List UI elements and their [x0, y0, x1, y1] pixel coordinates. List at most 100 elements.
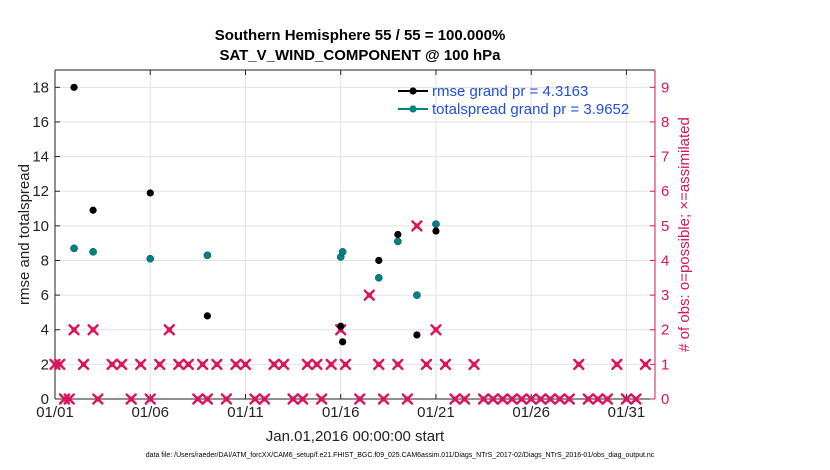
legend-rmse-label: rmse grand pr = 4.3163	[432, 83, 588, 100]
spread-point	[70, 244, 78, 253]
spread-point	[374, 273, 383, 282]
obs-marker-dot	[66, 396, 72, 402]
obs-marker-dot	[471, 361, 477, 367]
obs-marker-dot	[642, 361, 649, 367]
obs-marker-dot	[166, 327, 172, 333]
plot-area	[55, 70, 655, 399]
obs-marker-dot	[442, 361, 449, 367]
chart-title: Southern Hemisphere 55 / 55 = 100.000%	[214, 27, 506, 44]
obs-marker-dot	[185, 361, 191, 367]
obs-marker-dot	[500, 396, 506, 402]
obs-marker-dot	[200, 361, 206, 367]
obs-marker-dot	[461, 396, 468, 402]
obs-marker-dot	[357, 396, 363, 402]
rmse-point	[89, 206, 97, 214]
obs-marker-dot	[304, 361, 310, 367]
rmse-point	[339, 338, 347, 346]
spread-point	[89, 247, 97, 256]
obs-marker-dot	[414, 223, 420, 229]
y2-axis-label: # of obs: o=possible; ×=assimilated	[676, 117, 693, 352]
x-tick-label: 01/21	[417, 404, 455, 421]
obs-marker-dot	[71, 327, 77, 333]
spread-point	[338, 247, 347, 256]
obs-marker-dot	[61, 396, 68, 402]
obs-marker-dot	[366, 292, 372, 298]
spread-point	[203, 251, 212, 260]
obs-marker-dot	[261, 396, 268, 402]
y-tick-label: 10	[32, 218, 49, 235]
data-file-footer: data file: /Users/raeder/DAI/ATM_forcXX/…	[145, 452, 655, 459]
y-tick-label: 16	[32, 114, 49, 131]
obs-marker-dot	[128, 396, 134, 402]
y-tick-label: 6	[41, 287, 49, 304]
rmse-point	[394, 230, 402, 239]
obs-marker-dot	[633, 396, 639, 402]
obs-marker-dot	[195, 396, 201, 402]
obs-marker-dot	[223, 396, 230, 402]
x-axis-label: Jan.01,2016 00:00:00 start	[266, 428, 445, 445]
obs-marker-dot	[519, 396, 525, 402]
legend-rmse-marker	[409, 87, 417, 95]
obs-marker-dot	[380, 396, 387, 402]
obs-marker-dot	[566, 396, 572, 402]
rmse-point	[203, 312, 211, 320]
obs-marker-dot	[576, 361, 582, 367]
y-tick-label: 12	[32, 183, 49, 200]
obs-marker-dot	[328, 361, 334, 367]
x-tick-label: 01/11	[227, 404, 263, 421]
y-tick-label: 14	[32, 149, 49, 166]
y2-tick-label: 8	[661, 114, 669, 131]
y-tick-label: 4	[41, 322, 49, 339]
obs-marker-dot	[585, 396, 591, 402]
x-tick-label: 01/16	[322, 404, 360, 421]
obs-marker-dot	[233, 361, 239, 367]
obs-marker-dot	[490, 396, 496, 402]
obs-marker-dot	[52, 361, 58, 367]
y2-tick-label: 7	[661, 149, 669, 166]
spread-point	[394, 237, 402, 246]
obs-marker-dot	[604, 396, 610, 402]
y-tick-label: 18	[32, 79, 49, 96]
y-tick-label: 8	[41, 252, 49, 269]
rmse-point	[432, 227, 440, 235]
obs-marker-dot	[80, 361, 87, 367]
y2-tick-label: 0	[661, 391, 669, 408]
obs-marker-dot	[157, 361, 163, 367]
spread-point	[413, 291, 421, 299]
y2-tick-label: 4	[661, 252, 669, 269]
legend-spread-marker	[409, 105, 417, 113]
rmse-point	[337, 322, 345, 330]
obs-marker-dot	[109, 361, 115, 367]
spread-point	[432, 220, 440, 228]
obs-marker-dot	[147, 396, 153, 402]
obs-marker-dot	[342, 361, 349, 367]
y2-tick-label: 2	[661, 322, 669, 339]
rmse-point	[375, 256, 383, 265]
x-tick-label: 01/01	[36, 404, 74, 421]
obs-marker-dot	[90, 327, 96, 333]
obs-marker-dot	[280, 361, 287, 367]
obs-marker-dot	[395, 361, 401, 367]
y2-tick-label: 3	[661, 287, 669, 304]
y2-tick-label: 6	[661, 183, 669, 200]
y-tick-label: 2	[41, 356, 49, 373]
obs-marker-dot	[557, 396, 563, 402]
obs-marker-dot	[423, 361, 430, 367]
obs-marker-dot	[95, 396, 101, 402]
obs-marker-dot	[271, 361, 277, 367]
x-tick-label: 01/26	[512, 404, 550, 421]
obs-marker-dot	[119, 361, 125, 367]
obs-marker-dot	[404, 396, 410, 402]
legend-spread-label: totalspread grand pr = 3.9652	[432, 101, 629, 118]
obs-marker-dot	[480, 396, 487, 402]
obs-marker-dot	[314, 361, 320, 367]
obs-marker-dot	[242, 361, 249, 367]
y2-tick-label: 5	[661, 218, 669, 235]
obs-marker-dot	[319, 396, 325, 402]
obs-marker-dot	[452, 396, 458, 402]
obs-marker-dot	[595, 396, 601, 402]
obs-marker-dot	[614, 361, 620, 367]
y-axis-label: rmse and totalspread	[16, 164, 33, 305]
y2-tick-label: 1	[661, 356, 669, 373]
